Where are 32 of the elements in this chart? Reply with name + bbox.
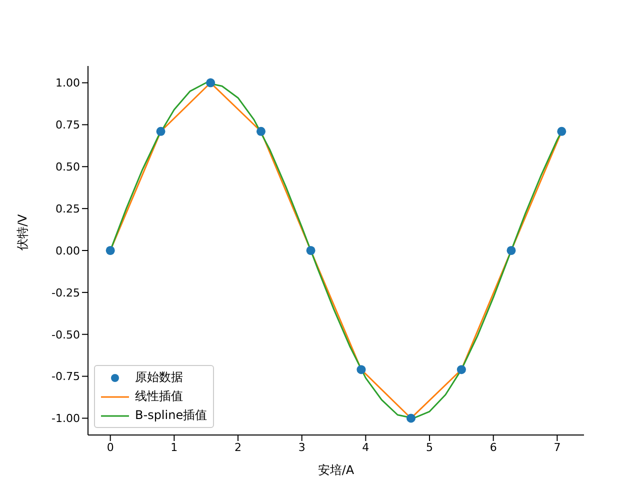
x-tick-label: 6 (490, 440, 497, 454)
x-tick-label: 0 (106, 440, 114, 454)
y-axis-title: 伏特/V (15, 213, 30, 250)
y-tick-label: 0.75 (56, 118, 80, 132)
y-tick-label: -0.75 (52, 370, 80, 384)
point (106, 246, 115, 256)
y-tick-label: 1.00 (56, 76, 80, 90)
x-tick-label: 1 (170, 440, 178, 454)
y-tick-label: 0.25 (56, 202, 80, 216)
x-tick-label: 2 (234, 440, 242, 454)
x-tick-label: 5 (426, 440, 434, 454)
y-tick-label: -1.00 (52, 412, 80, 426)
point (206, 78, 216, 88)
y-tick-label: -0.50 (52, 328, 80, 342)
y-tick-label: 0.00 (56, 244, 80, 258)
y-tick-label: -0.25 (52, 286, 80, 300)
y-tick-label: 0.50 (56, 160, 80, 174)
x-axis-title: 安培/A (318, 463, 355, 477)
point (306, 246, 316, 256)
x-tick-label: 3 (298, 440, 306, 454)
point (156, 126, 166, 136)
point (456, 365, 466, 374)
legend-label: 线性插值 (135, 388, 183, 405)
legend-label: 原始数据 (135, 369, 183, 386)
x-tick-label: 4 (362, 440, 370, 454)
x-tick-label: 7 (554, 440, 561, 454)
point (406, 414, 416, 423)
point (356, 365, 366, 374)
point (506, 246, 516, 256)
point (256, 126, 266, 136)
legend-label: B-spline插值 (135, 407, 208, 424)
point (557, 126, 566, 136)
